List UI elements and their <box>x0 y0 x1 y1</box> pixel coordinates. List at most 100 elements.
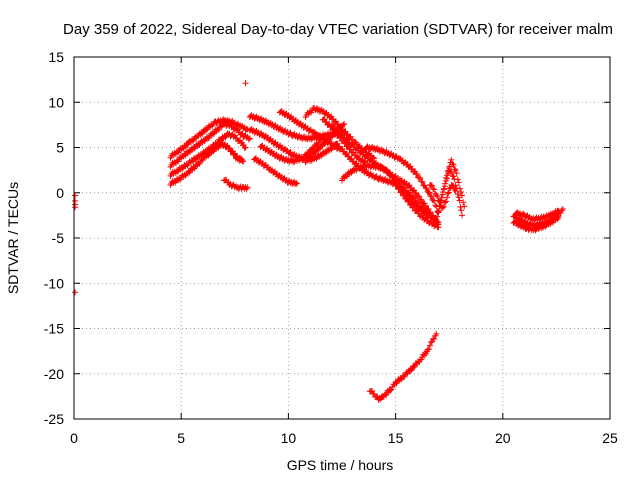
data-point <box>435 207 442 214</box>
data-point <box>390 174 397 181</box>
data-point <box>396 186 403 193</box>
y-tick-label: -10 <box>44 275 64 291</box>
data-point <box>461 203 468 210</box>
data-point <box>446 185 453 192</box>
data-point <box>242 144 249 151</box>
data-point <box>440 203 447 210</box>
data-point <box>417 175 424 182</box>
data-point <box>388 386 395 393</box>
data-point <box>287 149 294 156</box>
data-point <box>559 206 566 213</box>
data-point <box>341 120 348 127</box>
data-point <box>435 209 442 216</box>
data-point <box>431 186 438 193</box>
data-point <box>423 185 430 192</box>
data-point <box>444 194 451 201</box>
data-point <box>453 170 460 177</box>
data-point <box>448 156 455 163</box>
grid-lines <box>74 57 610 419</box>
data-point <box>433 192 440 199</box>
data-point <box>439 204 446 211</box>
data-point <box>450 161 457 168</box>
data-point <box>371 155 378 162</box>
y-tick-label: 15 <box>48 49 64 65</box>
data-point <box>449 160 456 167</box>
data-point <box>413 189 420 196</box>
chart-title: Day 359 of 2022, Sidereal Day-to-day VTE… <box>63 21 613 38</box>
data-point <box>246 135 253 142</box>
data-point <box>398 376 405 383</box>
data-point <box>459 192 466 199</box>
data-point <box>293 179 300 186</box>
y-tick-label: 5 <box>56 140 64 156</box>
data-point <box>72 204 79 211</box>
data-point <box>456 197 463 204</box>
data-point <box>449 182 456 189</box>
data-point <box>245 136 252 143</box>
data-point <box>394 182 401 189</box>
data-point <box>426 342 433 349</box>
plot-frame <box>73 56 611 420</box>
data-point <box>455 179 462 186</box>
data-point <box>440 185 447 192</box>
data-point <box>393 177 400 184</box>
data-point <box>452 187 459 194</box>
y-tick-label: -5 <box>52 230 65 246</box>
data-point <box>414 171 421 178</box>
data-point <box>458 207 465 214</box>
data-point <box>416 193 423 200</box>
x-axis-label: GPS time / hours <box>287 457 394 473</box>
y-tick-label: 0 <box>56 185 64 201</box>
data-point <box>434 193 441 200</box>
data-point <box>454 191 461 198</box>
data-point <box>432 202 439 209</box>
data-point <box>405 198 412 205</box>
data-point <box>444 190 451 197</box>
data-point <box>435 224 442 231</box>
data-point <box>452 167 459 174</box>
data-point <box>416 199 423 206</box>
data-point <box>240 158 247 165</box>
y-tick-label: -20 <box>44 366 64 382</box>
data-point <box>555 214 562 221</box>
data-point <box>293 180 300 187</box>
x-tick-label: 10 <box>281 430 297 446</box>
data-point <box>457 203 464 210</box>
y-tick-label: 10 <box>48 94 64 110</box>
data-point <box>428 193 435 200</box>
data-point <box>229 148 236 155</box>
data-point <box>433 218 440 225</box>
data-point <box>401 192 408 199</box>
x-tick-label: 20 <box>495 430 511 446</box>
data-point <box>435 197 442 204</box>
data-point <box>422 209 429 216</box>
data-point <box>433 330 440 337</box>
data-point <box>244 184 251 191</box>
data-point <box>436 198 443 205</box>
y-axis-label: SDTVAR / TECUs <box>5 182 21 294</box>
data-point <box>425 346 432 353</box>
data-point <box>444 175 451 182</box>
data-point <box>426 189 433 196</box>
data-point <box>441 183 448 190</box>
data-point <box>460 199 467 206</box>
data-point <box>451 166 458 173</box>
data-point <box>445 189 452 196</box>
data-point <box>459 212 466 219</box>
x-tick-label: 5 <box>177 430 185 446</box>
data-point <box>451 186 458 193</box>
x-tick-label: 25 <box>602 430 618 446</box>
data-points <box>72 80 566 403</box>
data-point <box>242 80 249 87</box>
data-point <box>72 289 79 296</box>
data-point <box>450 183 457 190</box>
axis-ticks: 0 5 10 15 20 25 -25 -20 -15 -10 -5 0 5 10 15 <box>44 49 618 446</box>
data-point <box>431 335 438 342</box>
data-point <box>434 213 441 220</box>
data-point <box>226 145 233 152</box>
data-point <box>243 185 250 192</box>
x-tick-label: 15 <box>388 430 404 446</box>
data-point <box>429 182 436 189</box>
y-tick-label: -15 <box>44 321 64 337</box>
data-point <box>340 121 347 128</box>
